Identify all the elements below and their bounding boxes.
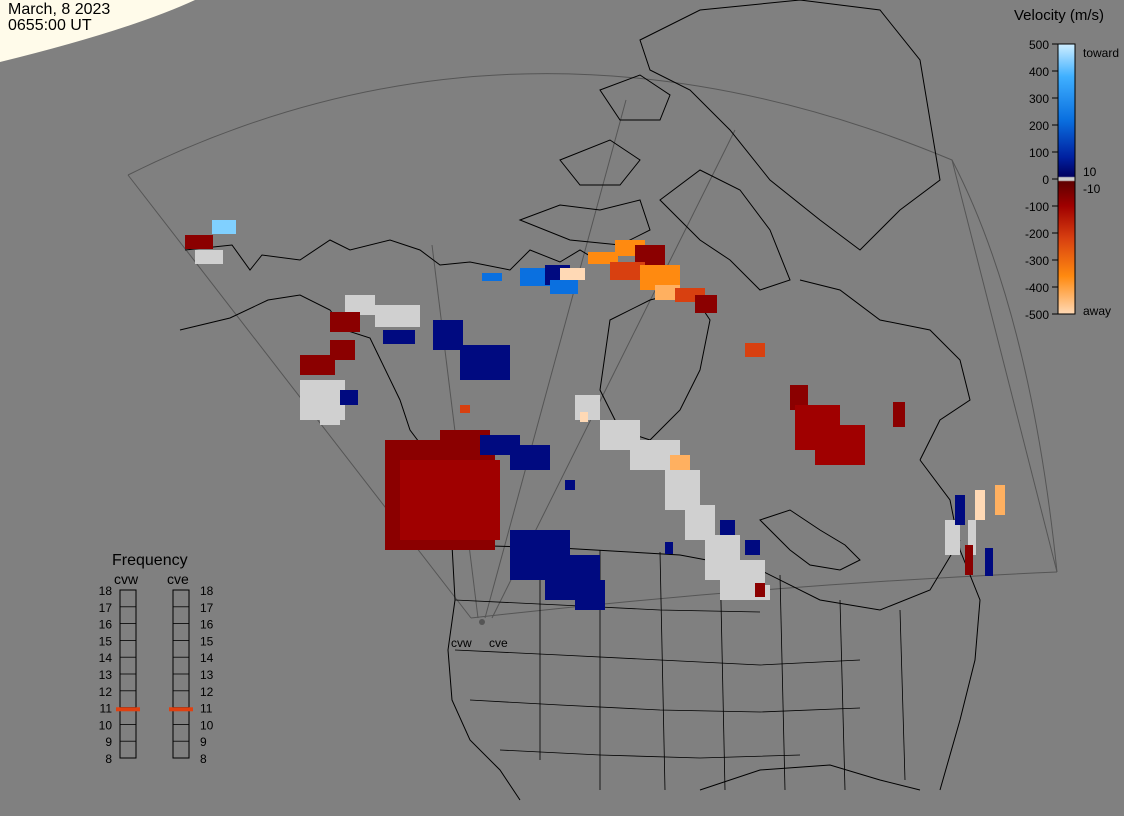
velocity-tick-label: 100 [1029, 146, 1049, 160]
canada-us-border [454, 539, 961, 611]
frequency-tick-label: 15 [200, 634, 214, 648]
fov-right-edge [951, 159, 1058, 573]
frequency-tick-label: 13 [99, 668, 113, 682]
velocity-inner-label-neg: -10 [1083, 182, 1101, 196]
arctic-islands-2 [559, 139, 641, 186]
velocity-tick-label: -400 [1025, 281, 1049, 295]
velocity-inner-label-pos: 10 [1083, 165, 1097, 179]
radar-site-cve-label: cve [489, 636, 508, 650]
velocity-colorbar: Velocity (m/s) toward away 10 -10 500 400… [1014, 7, 1119, 322]
velocity-tick-label: 0 [1042, 173, 1049, 187]
radar-site-marker [479, 619, 485, 625]
frequency-tick-label: 16 [99, 618, 113, 632]
baffin-island [659, 169, 791, 291]
velocity-tick-label: 500 [1029, 38, 1049, 52]
frequency-tick-label: 18 [99, 584, 113, 598]
state-boundaries [454, 548, 906, 791]
frequency-panel: Frequency cvw cve 18 17 16 15 14 13 12 11 10 9 8 18… [99, 552, 214, 766]
coastlines [179, 0, 981, 801]
arctic-islands-3 [599, 74, 671, 121]
velocity-scatter [185, 220, 1005, 610]
radar-sites: cvw cve [451, 619, 508, 650]
radar-site-cvw-label: cvw [451, 636, 472, 650]
frequency-tick-label: 18 [200, 584, 214, 598]
hudson-bay [599, 289, 711, 441]
velocity-tick-label: 300 [1029, 92, 1049, 106]
velocity-tick-label: 200 [1029, 119, 1049, 133]
frequency-tick-label: 10 [200, 718, 214, 732]
terminator-region [0, 0, 195, 62]
frequency-tick-label: 14 [200, 651, 214, 665]
velocity-tick-label: -100 [1025, 200, 1049, 214]
frequency-tick-label: 13 [200, 668, 214, 682]
velocity-tick-label: -300 [1025, 254, 1049, 268]
velocity-away-label: away [1083, 304, 1111, 318]
frequency-marker-cve [169, 707, 193, 712]
arctic-islands-1 [518, 199, 651, 246]
frequency-tick-label: 16 [200, 618, 214, 632]
velocity-tick-label: -200 [1025, 227, 1049, 241]
great-lakes [759, 509, 861, 571]
velocity-toward-label: toward [1083, 46, 1119, 60]
gulf-coast [699, 764, 921, 791]
frequency-radar-cve: cve [167, 571, 189, 587]
frequency-tick-label: 17 [200, 601, 214, 615]
fov-divider-2 [484, 99, 627, 619]
greenland [639, 0, 941, 251]
frequency-tick-label: 10 [99, 718, 113, 732]
time-label: 0655:00 UT [8, 17, 92, 34]
frequency-tick-label: 8 [200, 752, 207, 766]
frequency-tick-label: 9 [105, 735, 112, 749]
velocity-tick-label: -500 [1025, 308, 1049, 322]
frequency-title: Frequency [112, 552, 188, 569]
frequency-tick-label: 9 [200, 735, 207, 749]
frequency-tick-label: 17 [99, 601, 113, 615]
frequency-radar-cvw: cvw [114, 571, 139, 587]
frequency-marker-cvw [116, 707, 140, 712]
field-of-view-fan [127, 73, 1058, 619]
labrador-coast [799, 279, 971, 461]
frequency-tick-label: 11 [100, 702, 113, 716]
east-coast [919, 459, 981, 791]
velocity-scale-title: Velocity (m/s) [1014, 7, 1104, 24]
fov-outer-arc [127, 73, 1058, 573]
frequency-tick-label: 8 [105, 752, 112, 766]
frequency-tick-label: 11 [200, 702, 213, 716]
frequency-tick-label: 14 [99, 651, 113, 665]
velocity-tick-label: 400 [1029, 65, 1049, 79]
frequency-tick-label: 15 [99, 634, 113, 648]
velocity-colorbar-gradient [1057, 43, 1076, 315]
date-label: March, 8 2023 [8, 1, 111, 18]
alaska-coast [184, 239, 641, 271]
frequency-tick-label: 12 [99, 685, 113, 699]
frequency-tick-label: 12 [200, 685, 214, 699]
